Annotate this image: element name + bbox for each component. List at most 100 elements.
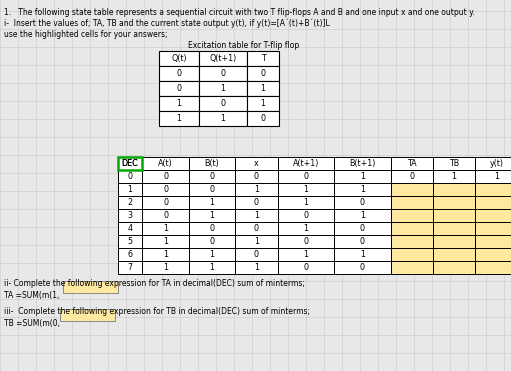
- Bar: [118, 209, 142, 222]
- Text: 1: 1: [128, 185, 132, 194]
- Bar: [142, 248, 189, 261]
- Bar: [235, 248, 278, 261]
- Bar: [118, 222, 142, 235]
- Bar: [391, 261, 433, 274]
- Bar: [235, 183, 278, 196]
- Text: 0: 0: [254, 224, 259, 233]
- Bar: [475, 261, 511, 274]
- Text: 0: 0: [221, 99, 225, 108]
- Bar: [189, 196, 235, 209]
- Text: 1: 1: [304, 185, 309, 194]
- Bar: [189, 170, 235, 183]
- Bar: [278, 209, 334, 222]
- Text: ii- Complete the following expression for TA in decimal(DEC) sum of minterms;: ii- Complete the following expression fo…: [4, 279, 305, 288]
- Text: 1: 1: [261, 99, 266, 108]
- Bar: [433, 170, 475, 183]
- Text: 0: 0: [360, 198, 365, 207]
- Text: 1: 1: [210, 263, 215, 272]
- Text: 0: 0: [304, 172, 309, 181]
- Bar: [247, 111, 279, 126]
- Bar: [60, 309, 115, 321]
- Text: TA: TA: [407, 159, 417, 168]
- Bar: [433, 248, 475, 261]
- Text: y(t): y(t): [490, 159, 503, 168]
- Text: 4: 4: [128, 224, 132, 233]
- Bar: [334, 248, 391, 261]
- Bar: [189, 261, 235, 274]
- Bar: [142, 235, 189, 248]
- Bar: [189, 248, 235, 261]
- Bar: [334, 183, 391, 196]
- Bar: [199, 96, 247, 111]
- Bar: [235, 222, 278, 235]
- Text: A(t): A(t): [158, 159, 173, 168]
- Text: 1: 1: [304, 250, 309, 259]
- Text: iii-  Complete the following expression for TB in decimal(DEC) sum of minterms;: iii- Complete the following expression f…: [4, 307, 310, 316]
- Bar: [247, 96, 279, 111]
- Text: 1: 1: [494, 172, 499, 181]
- Text: 1: 1: [210, 198, 215, 207]
- Bar: [142, 209, 189, 222]
- Bar: [118, 170, 142, 183]
- Bar: [278, 170, 334, 183]
- Bar: [235, 235, 278, 248]
- Text: 1: 1: [360, 185, 365, 194]
- Text: 1: 1: [176, 114, 181, 123]
- Text: 3: 3: [128, 211, 132, 220]
- Text: 0: 0: [254, 250, 259, 259]
- Bar: [247, 81, 279, 96]
- Text: 0: 0: [176, 69, 181, 78]
- Text: 1: 1: [163, 237, 168, 246]
- Text: x: x: [254, 159, 259, 168]
- Text: 0: 0: [261, 114, 266, 123]
- Bar: [475, 235, 511, 248]
- Bar: [433, 222, 475, 235]
- Bar: [433, 183, 475, 196]
- Bar: [278, 157, 334, 170]
- Bar: [235, 261, 278, 274]
- Bar: [189, 222, 235, 235]
- Text: 1: 1: [163, 263, 168, 272]
- Text: 1: 1: [304, 224, 309, 233]
- Text: B(t): B(t): [204, 159, 219, 168]
- Bar: [334, 235, 391, 248]
- Text: 0: 0: [360, 263, 365, 272]
- Bar: [391, 248, 433, 261]
- Text: DEC: DEC: [122, 159, 138, 168]
- Bar: [118, 235, 142, 248]
- Text: 0: 0: [254, 198, 259, 207]
- Text: 0: 0: [261, 69, 266, 78]
- Text: 1.   The following state table represents a sequential circuit with two T flip-f: 1. The following state table represents …: [4, 8, 475, 17]
- Bar: [189, 183, 235, 196]
- Bar: [118, 196, 142, 209]
- Bar: [278, 248, 334, 261]
- Text: 0: 0: [210, 237, 215, 246]
- Text: 0: 0: [163, 172, 168, 181]
- Bar: [199, 51, 247, 66]
- Text: 1: 1: [221, 84, 225, 93]
- Text: Q(t+1): Q(t+1): [210, 54, 237, 63]
- Text: 1: 1: [176, 99, 181, 108]
- Bar: [433, 261, 475, 274]
- Bar: [433, 157, 475, 170]
- Bar: [278, 222, 334, 235]
- Bar: [189, 209, 235, 222]
- Bar: [278, 183, 334, 196]
- Text: 1: 1: [254, 211, 259, 220]
- Text: 1: 1: [360, 211, 365, 220]
- Text: 0: 0: [221, 69, 225, 78]
- Text: 1: 1: [254, 237, 259, 246]
- Bar: [391, 222, 433, 235]
- Text: T: T: [261, 54, 265, 63]
- Bar: [159, 51, 199, 66]
- Bar: [142, 196, 189, 209]
- Bar: [199, 111, 247, 126]
- Bar: [142, 261, 189, 274]
- Bar: [118, 183, 142, 196]
- Bar: [391, 209, 433, 222]
- Bar: [142, 170, 189, 183]
- Bar: [118, 157, 142, 170]
- Bar: [475, 183, 511, 196]
- Text: 0: 0: [210, 172, 215, 181]
- Bar: [334, 222, 391, 235]
